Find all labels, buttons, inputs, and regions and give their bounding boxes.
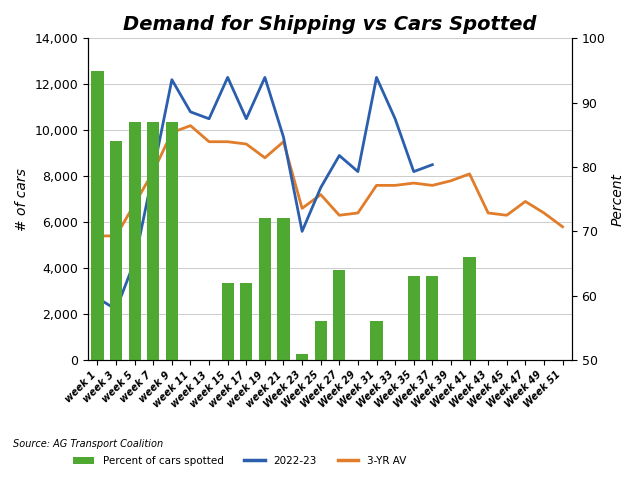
2022-23 xyxy=(168,77,176,83)
3-YR AV xyxy=(466,171,474,177)
Bar xyxy=(445,360,457,398)
Y-axis label: Percent: Percent xyxy=(611,173,625,226)
3-YR AV xyxy=(559,224,566,229)
Bar xyxy=(352,360,364,398)
Bar xyxy=(147,122,159,360)
Bar xyxy=(463,257,476,360)
2022-23 xyxy=(93,295,101,301)
Bar xyxy=(166,122,178,360)
Bar xyxy=(184,360,196,405)
3-YR AV xyxy=(112,233,120,239)
3-YR AV xyxy=(243,141,250,147)
2022-23 xyxy=(149,168,157,174)
Line: 3-YR AV: 3-YR AV xyxy=(97,126,563,236)
3-YR AV xyxy=(149,168,157,174)
Bar xyxy=(426,276,438,360)
2022-23 xyxy=(112,307,120,312)
3-YR AV xyxy=(391,182,399,188)
Bar xyxy=(203,360,215,405)
Bar xyxy=(259,218,271,360)
Bar xyxy=(278,218,289,360)
Bar xyxy=(333,270,346,360)
3-YR AV xyxy=(317,192,324,197)
2022-23 xyxy=(428,162,436,168)
Bar xyxy=(296,354,308,360)
2022-23 xyxy=(372,74,380,80)
Bar xyxy=(371,322,383,360)
Title: Demand for Shipping vs Cars Spotted: Demand for Shipping vs Cars Spotted xyxy=(124,15,537,34)
3-YR AV xyxy=(540,210,548,216)
2022-23 xyxy=(224,74,232,80)
2022-23 xyxy=(298,228,306,234)
3-YR AV xyxy=(410,180,417,186)
3-YR AV xyxy=(354,210,362,216)
3-YR AV xyxy=(335,212,343,218)
3-YR AV xyxy=(522,199,529,204)
3-YR AV xyxy=(372,182,380,188)
2022-23 xyxy=(261,74,269,80)
Legend: Percent of cars spotted, 2022-23, 3-YR AV: Percent of cars spotted, 2022-23, 3-YR A… xyxy=(69,452,410,470)
2022-23 xyxy=(131,258,138,264)
3-YR AV xyxy=(503,212,511,218)
Bar xyxy=(408,276,420,360)
3-YR AV xyxy=(298,205,306,211)
3-YR AV xyxy=(93,233,101,239)
Bar xyxy=(110,141,122,360)
Bar xyxy=(389,360,401,418)
2022-23 xyxy=(391,116,399,121)
3-YR AV xyxy=(131,201,138,207)
Bar xyxy=(315,322,327,360)
3-YR AV xyxy=(168,130,176,135)
3-YR AV xyxy=(428,182,436,188)
3-YR AV xyxy=(187,123,195,129)
2022-23 xyxy=(317,185,324,191)
2022-23 xyxy=(187,109,195,115)
3-YR AV xyxy=(261,155,269,161)
2022-23 xyxy=(243,116,250,121)
2022-23 xyxy=(280,134,287,140)
Line: 2022-23: 2022-23 xyxy=(97,77,432,310)
Bar xyxy=(92,71,104,360)
3-YR AV xyxy=(280,139,287,144)
2022-23 xyxy=(205,116,213,121)
3-YR AV xyxy=(205,139,213,144)
3-YR AV xyxy=(224,139,232,144)
Bar xyxy=(240,283,252,360)
Bar xyxy=(221,283,234,360)
2022-23 xyxy=(354,168,362,174)
3-YR AV xyxy=(484,210,492,216)
Text: Source: AG Transport Coalition: Source: AG Transport Coalition xyxy=(13,439,163,449)
Bar xyxy=(129,122,141,360)
2022-23 xyxy=(410,168,417,174)
3-YR AV xyxy=(447,178,455,184)
Y-axis label: # of cars: # of cars xyxy=(15,168,29,230)
2022-23 xyxy=(335,153,343,158)
